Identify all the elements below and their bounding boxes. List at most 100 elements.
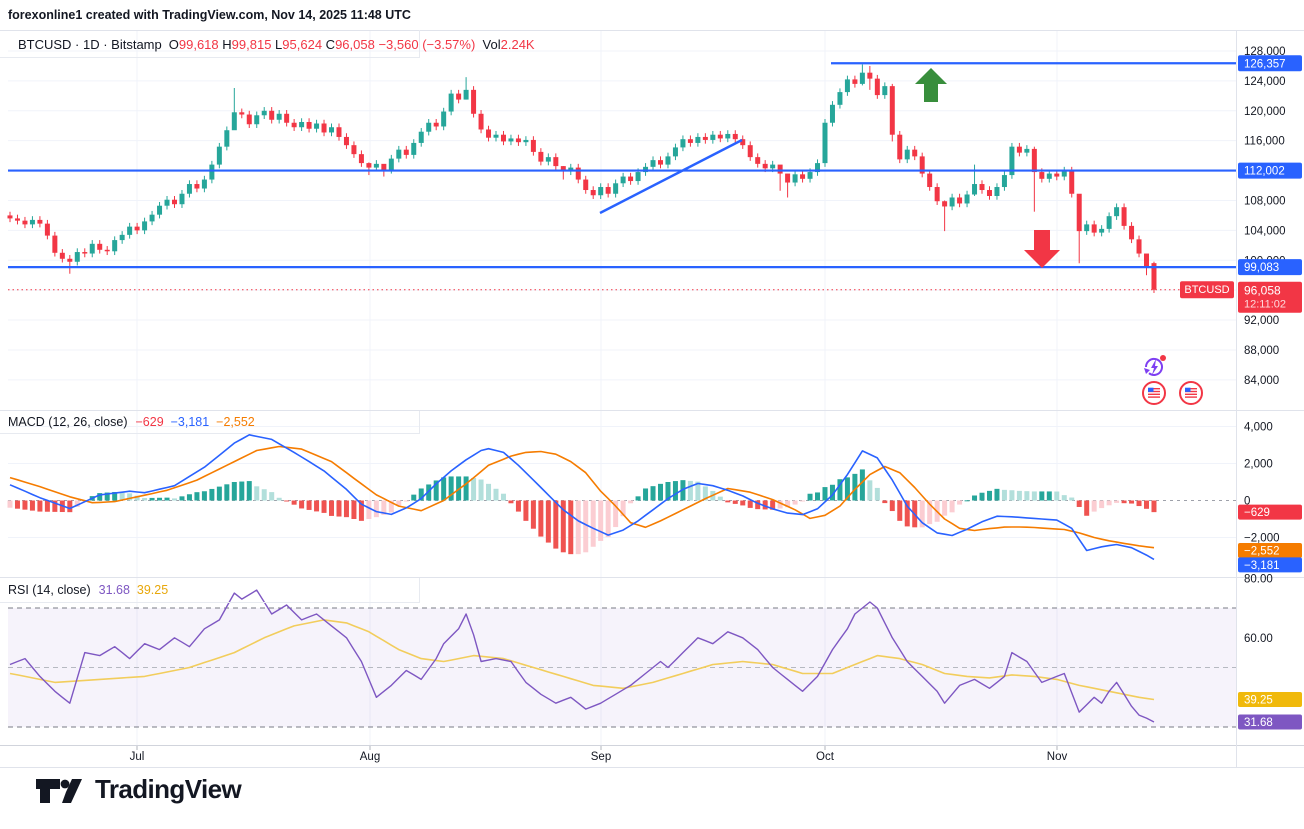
current-price-value: 96,058	[1244, 284, 1281, 298]
rsi-ma-line	[9, 619, 1155, 701]
symbol-title: BTCUSD · 1D · Bitstamp	[18, 36, 162, 52]
candle-body	[1076, 193, 1082, 232]
candle-body	[575, 167, 581, 180]
macd-histogram-bar	[919, 500, 925, 528]
candle-body	[657, 160, 663, 165]
macd-histogram-bar	[500, 493, 506, 501]
macd-value-badge-text: −629	[1244, 507, 1270, 519]
macd-histogram-bar	[1031, 491, 1037, 501]
candle-body	[329, 127, 335, 133]
macd-histogram-bar	[381, 500, 387, 515]
macd-histogram-bar	[463, 476, 469, 501]
candle-body	[635, 172, 641, 182]
candle-body	[231, 112, 237, 131]
candle-body	[336, 127, 342, 137]
macd-histogram-bar	[104, 492, 110, 501]
macd-histogram-bar	[695, 481, 701, 501]
annotation-arrow-up-icon[interactable]	[915, 68, 947, 102]
candle-body	[523, 139, 529, 143]
candle-body	[171, 199, 177, 205]
candle-body	[396, 149, 402, 159]
macd-histogram-bar	[635, 496, 641, 501]
candle-body	[927, 173, 933, 188]
candle-body	[986, 190, 992, 196]
candle-body	[717, 134, 723, 139]
macd-histogram-bar	[844, 477, 850, 501]
macd-histogram-bar	[426, 484, 432, 501]
macd-histogram-bar	[471, 477, 477, 501]
candle-body	[874, 78, 880, 96]
trendline-drawing[interactable]	[599, 138, 743, 215]
price-level-badge-bg	[1238, 162, 1302, 179]
current-price-badge-bg	[1238, 281, 1302, 313]
us-flag-event-icon[interactable]	[1142, 381, 1166, 405]
macd-histogram-bar	[605, 500, 611, 537]
macd-histogram-bar	[358, 500, 364, 521]
macd-histogram-bar	[545, 500, 551, 543]
candle-body	[710, 134, 716, 140]
notification-dot	[1160, 355, 1166, 361]
symbol-price-tag-text: BTCUSD	[1184, 284, 1229, 296]
candle-body	[837, 92, 843, 105]
macd-histogram-bar	[351, 500, 357, 520]
macd-histogram-bar	[560, 500, 566, 553]
candle-body	[695, 136, 701, 143]
candle-body	[59, 252, 65, 259]
macd-histogram-bar	[1061, 495, 1067, 501]
rsi-legend-box[interactable]: RSI (14, close) 31.68 39.25	[0, 578, 420, 603]
macd-histogram-bar	[972, 495, 978, 501]
currency-exchange-event-icon[interactable]	[1144, 355, 1166, 377]
candle-body	[1129, 225, 1135, 240]
macd-value-badge: −3,181	[1238, 557, 1302, 573]
tradingview-logo[interactable]: TradingView	[36, 774, 242, 805]
symbol-legend[interactable]: BTCUSD · 1D · Bitstamp O99,618 H99,815 L…	[18, 31, 535, 57]
candle-body	[822, 122, 828, 164]
candle-body	[1091, 224, 1097, 233]
macd-histogram-bar	[1001, 489, 1007, 501]
macd-histogram-bar	[366, 500, 372, 520]
macd-legend-box[interactable]: MACD (12, 26, close) −629 −3,181 −2,552	[0, 411, 420, 434]
rsi-panel[interactable]	[8, 607, 1236, 728]
macd-histogram-bar	[785, 500, 791, 508]
macd-histogram-bar	[807, 493, 813, 501]
macd-histogram-bar	[1151, 500, 1157, 513]
us-flag-event-icon[interactable]	[1179, 381, 1203, 405]
macd-histogram-bar	[1144, 500, 1150, 509]
macd-histogram-bar	[157, 497, 163, 501]
candle-body	[351, 145, 357, 155]
macd-histogram-bar	[725, 500, 731, 503]
price-scale-background[interactable]	[1236, 30, 1304, 767]
macd-histogram-bar	[628, 500, 634, 504]
price-tick-label: 116,000	[1244, 136, 1285, 148]
candle-body	[919, 156, 925, 174]
annotation-arrow-down-icon[interactable]	[1024, 230, 1060, 268]
candle-body	[478, 113, 484, 130]
candle-body	[702, 136, 708, 140]
candlestick-series[interactable]	[7, 64, 1157, 293]
legend-box	[0, 30, 420, 58]
candle-body	[22, 220, 28, 225]
candle-body	[500, 134, 506, 142]
macd-histogram-bar	[829, 484, 835, 501]
macd-histogram-bar	[717, 496, 723, 501]
rsi-tick-label: 60.00	[1244, 633, 1273, 645]
macd-histogram-bar	[815, 492, 821, 501]
candle-body	[628, 176, 634, 182]
macd-histogram-bar	[314, 500, 320, 512]
price-level-badge: 99,083	[1238, 259, 1302, 276]
macd-histogram-bar	[949, 500, 955, 513]
candle-body	[261, 110, 267, 116]
rsi-value-badge: 39.25	[1238, 691, 1302, 707]
macd-histogram-bar	[1084, 500, 1090, 516]
macd-histogram-bar	[269, 492, 275, 501]
candle-body	[74, 252, 80, 262]
candle-body	[643, 166, 649, 173]
macd-histogram-bar	[643, 488, 649, 501]
candle-body	[149, 214, 155, 222]
price-scale[interactable]: 128,000 124,000 120,000 116,000 108,000 104,0…	[1244, 46, 1286, 645]
candle-body	[119, 234, 125, 241]
time-axis[interactable]: Jul Aug Sep Oct Nov	[130, 746, 1068, 763]
candle-body	[1016, 146, 1022, 153]
macd-histogram-bar	[224, 484, 230, 501]
